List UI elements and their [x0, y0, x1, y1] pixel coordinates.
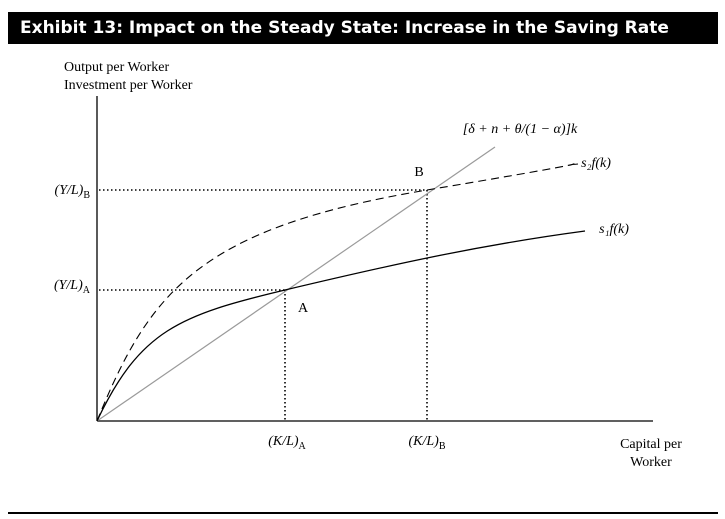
point-label-b: B — [414, 165, 423, 180]
x-axis-label-line1: Capital per — [620, 437, 682, 452]
series-line-s1fk — [96, 230, 586, 422]
x-tick-b-main: (K/L) — [408, 434, 439, 449]
exhibit-title: Exhibit 13: Impact on the Steady State: … — [8, 12, 718, 44]
series-label-investment-requirement: [δ + n + θ/(1 − α)]k — [463, 122, 578, 137]
x-tick-a-sub: A — [299, 441, 307, 452]
x-tick-label-b: (K/L)B — [408, 434, 445, 452]
y-tick-label-b: (Y/L)B — [55, 183, 91, 201]
series-label-s1fk: s₁f(k) — [599, 222, 629, 237]
x-tick-label-a: (K/L)A — [268, 434, 306, 452]
x-tick-a-main: (K/L) — [268, 434, 299, 449]
y-tick-a-sub: A — [83, 285, 91, 296]
series-label-s2fk: s₂f(k) — [581, 156, 611, 171]
series-line-s2fk — [96, 163, 579, 422]
x-axis-label-line2: Worker — [630, 455, 672, 470]
x-tick-b-sub: B — [439, 441, 446, 452]
bottom-rule — [8, 512, 718, 514]
y-tick-b-sub: B — [83, 190, 90, 201]
y-tick-label-a: (Y/L)A — [54, 278, 91, 296]
y-axis-label-line2: Investment per Worker — [64, 78, 193, 93]
point-label-a: A — [298, 301, 309, 316]
y-axis-label-line1: Output per Worker — [64, 60, 169, 75]
y-tick-b-main: (Y/L) — [55, 183, 84, 198]
series-line-investment-requirement — [96, 146, 496, 422]
y-tick-a-main: (Y/L) — [54, 278, 83, 293]
